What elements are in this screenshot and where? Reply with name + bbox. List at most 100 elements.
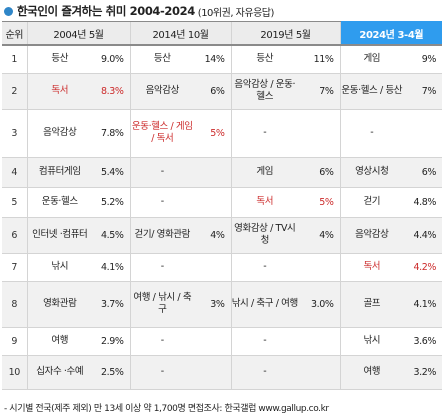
hobby-cell: 낚시 / 축구 / 여행 <box>230 281 298 328</box>
hobby-cell: 낚시 <box>339 327 404 356</box>
rank-cell: 10 <box>2 355 27 390</box>
percent-cell <box>298 327 341 356</box>
hobby-cell: 독서 <box>230 187 299 218</box>
percent-cell: 14% <box>194 45 232 74</box>
hobby-cell: - <box>230 253 299 282</box>
percent-cell <box>194 355 232 390</box>
percent-cell: 11% <box>298 45 341 74</box>
percent-cell: 5.2% <box>92 187 131 218</box>
header-rank: 순위 <box>2 21 27 46</box>
percent-cell: 5% <box>194 109 232 158</box>
hobby-cell: - <box>230 327 299 356</box>
percent-cell: 6% <box>194 73 232 110</box>
rank-cell: 5 <box>2 187 27 218</box>
percent-cell: 4.1% <box>403 281 443 328</box>
hobby-cell: - <box>129 187 195 218</box>
bullet-dot-icon <box>4 6 13 16</box>
title-text: 한국인이 즐겨하는 취미 2004-2024 <box>17 4 195 18</box>
hobby-cell: 등산 <box>129 45 195 74</box>
hobby-cell: 독서 <box>339 253 404 282</box>
table-row: 9 여행 2.9% - - 낚시 3.6% <box>2 327 443 356</box>
percent-cell: 4.1% <box>92 253 131 282</box>
table-row: 2 독서 8.3% 음악감상 6% 음악감상 / 운동·헬스 7% 운동·헬스 / 등산 7% <box>2 73 443 110</box>
percent-cell <box>403 109 443 158</box>
rank-cell: 3 <box>2 109 27 158</box>
hobby-cell: 십자수 ·수예 <box>26 355 92 390</box>
header-2019: 2019년 5월 <box>230 21 341 46</box>
hobby-cell: 등산 <box>230 45 299 74</box>
table-row: 3 음악감상 7.8% 운동·헬스 / 게임 / 독서 5% - - <box>2 109 443 158</box>
hobby-cell: 여행 <box>339 355 404 390</box>
percent-cell: 4% <box>298 217 341 254</box>
hobby-cell: 운동·헬스 / 등산 <box>339 73 404 110</box>
rank-cell: 2 <box>2 73 27 110</box>
percent-cell: 3.0% <box>298 281 341 328</box>
hobby-cell: - <box>129 253 195 282</box>
header-2004: 2004년 5월 <box>26 21 131 46</box>
percent-cell: 2.9% <box>92 327 131 356</box>
table-row: 7 낚시 4.1% - - 독서 4.2% <box>2 253 443 282</box>
percent-cell: 9.0% <box>92 45 131 74</box>
percent-cell <box>298 109 341 158</box>
hobby-cell: 낚시 <box>26 253 92 282</box>
table-row: 5 운동·헬스 5.2% - 독서 5% 걷기 4.8% <box>2 187 443 218</box>
percent-cell <box>194 157 232 188</box>
hobby-cell: 운동·헬스 / 게임 / 독서 <box>129 109 195 158</box>
rank-cell: 6 <box>2 217 27 254</box>
page-title: 한국인이 즐겨하는 취미 2004-2024 (10위권, 자유응답) <box>4 2 274 20</box>
percent-cell: 7.8% <box>92 109 131 158</box>
hobby-ranking-table: 순위 2004년 5월 2014년 10월 2019년 5월 2024년 3-4… <box>2 21 443 390</box>
hobby-cell: 음악감상 / 운동·헬스 <box>230 73 299 110</box>
table-row: 4 컴퓨터게임 5.4% - 게임 6% 영상시청 6% <box>2 157 443 188</box>
hobby-cell: 인터넷 ·컴퓨터 <box>26 217 92 254</box>
percent-cell: 4.4% <box>403 217 443 254</box>
header-2014: 2014년 10월 <box>129 21 232 46</box>
hobby-cell: 여행 <box>26 327 92 356</box>
percent-cell: 2.5% <box>92 355 131 390</box>
percent-cell: 5% <box>298 187 341 218</box>
percent-cell: 3.6% <box>403 327 443 356</box>
percent-cell: 3.2% <box>403 355 443 390</box>
hobby-cell: - <box>230 109 299 158</box>
hobby-cell: 음악감상 <box>339 217 404 254</box>
rank-cell: 9 <box>2 327 27 356</box>
title-subtitle: (10위권, 자유응답) <box>197 7 275 19</box>
hobby-cell: 등산 <box>26 45 92 74</box>
table-row: 8 영화관람 3.7% 여행 / 낚시 / 축구 3% 낚시 / 축구 / 여행 3.0% 골… <box>2 281 443 328</box>
hobby-cell: - <box>129 355 195 390</box>
hobby-cell: 게임 <box>230 157 299 188</box>
header-2024: 2024년 3-4월 <box>339 21 443 46</box>
footer-note: - 시기별 전국(제주 제외) 만 13세 이상 약 1,700명 면접조사: … <box>4 404 329 414</box>
hobby-cell: 게임 <box>339 45 404 74</box>
percent-cell <box>298 355 341 390</box>
percent-cell: 5.4% <box>92 157 131 188</box>
percent-cell <box>194 253 232 282</box>
percent-cell: 6% <box>298 157 341 188</box>
hobby-cell: 컴퓨터게임 <box>26 157 92 188</box>
hobby-cell: 걷기 <box>339 187 404 218</box>
percent-cell: 6% <box>403 157 443 188</box>
rank-cell: 7 <box>2 253 27 282</box>
percent-cell: 9% <box>403 45 443 74</box>
percent-cell: 4% <box>194 217 232 254</box>
table-row: 6 인터넷 ·컴퓨터 4.5% 걷기/ 영화관람 4% 영화감상 / TV시청 4% 음악감상… <box>2 217 443 254</box>
percent-cell: 7% <box>298 73 341 110</box>
hobby-cell: - <box>129 157 195 188</box>
percent-cell: 7% <box>403 73 443 110</box>
percent-cell: 3% <box>194 281 232 328</box>
hobby-cell: 독서 <box>26 73 92 110</box>
hobby-cell: 영화감상 / TV시청 <box>230 217 299 254</box>
hobby-cell: 운동·헬스 <box>26 187 92 218</box>
percent-cell: 8.3% <box>92 73 131 110</box>
percent-cell <box>194 327 232 356</box>
rank-cell: 8 <box>2 281 27 328</box>
table-row: 10 십자수 ·수예 2.5% - - 여행 3.2% <box>2 355 443 390</box>
hobby-cell: - <box>129 327 195 356</box>
hobby-cell: 여행 / 낚시 / 축구 <box>129 281 195 328</box>
percent-cell: 4.5% <box>92 217 131 254</box>
percent-cell <box>194 187 232 218</box>
table-header-row: 순위 2004년 5월 2014년 10월 2019년 5월 2024년 3-4… <box>2 21 443 46</box>
hobby-cell: - <box>339 109 404 158</box>
rank-cell: 4 <box>2 157 27 188</box>
hobby-cell: 영화관람 <box>26 281 92 328</box>
